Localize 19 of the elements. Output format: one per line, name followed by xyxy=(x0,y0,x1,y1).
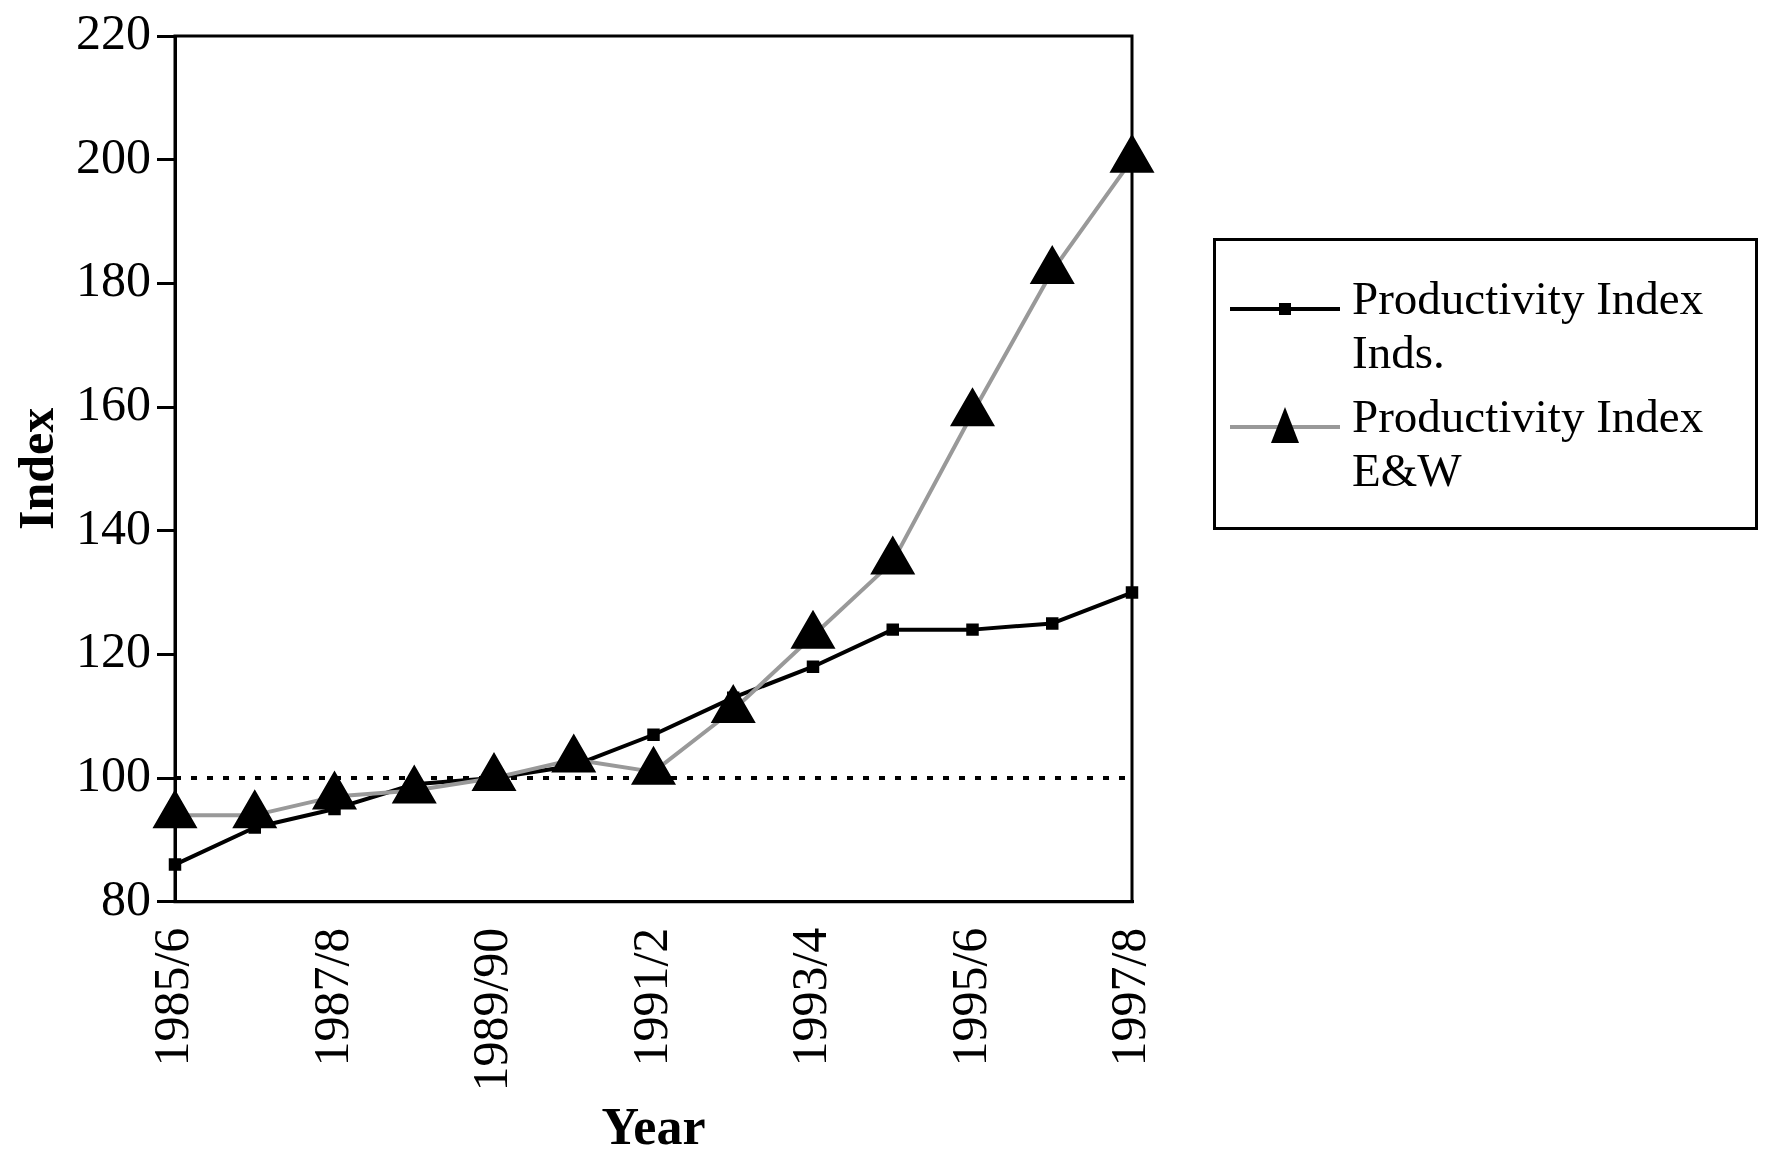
y-tick-label: 140 xyxy=(76,498,151,555)
x-tick-label: 1995/6 xyxy=(940,927,997,1067)
x-tick-label: 1989/90 xyxy=(462,927,519,1092)
y-tick-label: 200 xyxy=(76,127,151,184)
y-tick-label: 80 xyxy=(101,869,151,926)
y-tick-label: 180 xyxy=(76,251,151,308)
legend-label: Productivity Index E&W xyxy=(1352,389,1705,497)
x-tick-label: 1987/8 xyxy=(302,927,359,1067)
x-tick-label: 1997/8 xyxy=(1100,927,1157,1067)
x-tick-label: 1991/2 xyxy=(621,927,678,1067)
y-axis-title: Index xyxy=(7,407,64,530)
y-tick-label: 220 xyxy=(76,4,151,61)
y-tick-label: 120 xyxy=(76,622,151,679)
y-tick-label: 100 xyxy=(76,746,151,803)
x-tick-label: 1993/4 xyxy=(781,927,838,1067)
x-tick-label: 1985/6 xyxy=(143,927,200,1067)
legend-label: Productivity Index Inds. xyxy=(1352,271,1705,379)
x-axis-title: Year xyxy=(601,1098,706,1156)
y-tick-label: 160 xyxy=(76,375,151,432)
